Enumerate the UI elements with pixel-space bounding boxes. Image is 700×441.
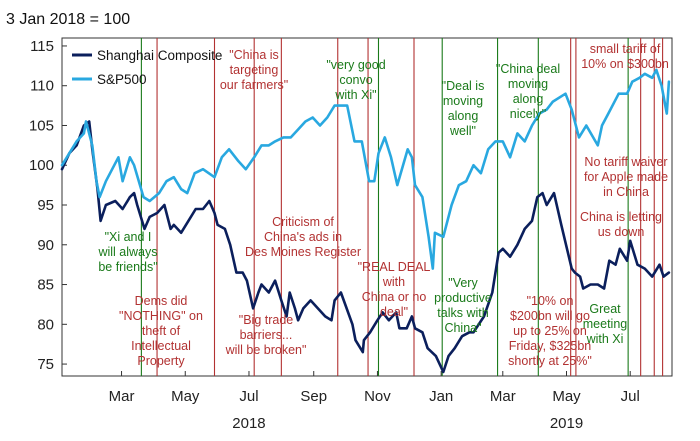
y-tick-label: 90: [37, 237, 54, 254]
sp500-line: [60, 68, 671, 270]
annotation-line: convo: [339, 73, 372, 87]
annotation-line: "China deal: [496, 62, 560, 76]
x-tick-label: Nov: [364, 388, 391, 405]
annotation-line: Dems did: [135, 294, 188, 308]
annotation-line: along: [513, 92, 544, 106]
y-tick-label: 110: [30, 78, 54, 95]
annotation-line: be friends": [98, 260, 157, 274]
annotation-line: us down: [598, 225, 645, 239]
annotation-line: our farmers": [220, 78, 288, 92]
y-tick-label: 100: [29, 157, 54, 174]
x-tick-label: May: [171, 388, 200, 405]
annotation-line: China's ads in: [264, 230, 342, 244]
annotation-line: No tariff waiver: [584, 155, 667, 169]
x-year-label: 2019: [550, 415, 583, 432]
annotation-line: will always: [97, 245, 157, 259]
annotation-line: meeting: [583, 317, 628, 331]
annotation-line: small tariff of: [590, 42, 661, 56]
annotation-line: "Xi and I: [105, 230, 152, 244]
chart-title: 3 Jan 2018 = 100: [6, 11, 130, 28]
legend-label: Shanghai Composite: [97, 48, 222, 63]
plot-frame: [61, 37, 673, 377]
annotation-line: along: [448, 109, 479, 123]
annotation-line: "very good: [326, 58, 385, 72]
y-tick-label: 105: [29, 117, 54, 134]
annotation-line: with: [382, 275, 405, 289]
annotation-line: talks with: [437, 306, 488, 320]
y-tick-label: 80: [37, 316, 54, 333]
annotation-line: nicely": [510, 107, 546, 121]
x-tick-label: Jul: [239, 388, 258, 405]
y-axis: 75 80 85 90 95 100 105 110 115: [29, 38, 67, 373]
annotation-line: with Xi: [586, 332, 624, 346]
annotation-line: "10% on: [527, 294, 574, 308]
x-year-label: 2018: [232, 415, 265, 432]
annotation-line: China is letting: [580, 210, 662, 224]
annotation-line: Property: [137, 354, 185, 368]
annotation-line: barriers...: [240, 328, 293, 342]
annotation-line: China or no: [362, 290, 427, 304]
annotation-line: "REAL DEAL: [358, 260, 431, 274]
y-tick-label: 95: [37, 197, 54, 214]
x-axis: Mar May Jul Sep Nov Jan Mar May Jul 2018 2019: [109, 371, 640, 432]
y-tick-label: 115: [30, 38, 54, 55]
annotation-line: shortly at 25%": [508, 354, 592, 368]
annotation-line: moving: [443, 94, 483, 108]
annotation-line: for Apple made: [584, 170, 668, 184]
annotation-line: deal": [380, 305, 408, 319]
y-tick-label: 85: [37, 277, 54, 294]
annotation-line: up to 25% on: [513, 324, 587, 338]
series-lines: [60, 68, 671, 374]
annotation-line: "Big trade: [239, 313, 294, 327]
annotation-line: "NOTHING" on: [119, 309, 203, 323]
annotation-line: Des Moines Register: [245, 245, 361, 259]
annotation-line: "Deal is: [442, 79, 485, 93]
x-tick-label: Jan: [429, 388, 453, 405]
annotation-line: "China is: [229, 48, 279, 62]
annotation-line: Great: [589, 302, 621, 316]
annotation-line: well": [449, 124, 476, 138]
shanghai-composite-line: [60, 120, 671, 374]
legend: Shanghai Composite S&P500: [72, 48, 222, 87]
annotation-line: targeting: [230, 63, 279, 77]
annotation-line: in China: [603, 185, 649, 199]
x-tick-label: Jul: [621, 388, 640, 405]
annotation-line: 10% on $300bn: [581, 57, 669, 71]
annotation-line: $200bn will go: [510, 309, 590, 323]
annotation-line: Friday, $325bn: [509, 339, 592, 353]
annotation-line: "Very: [448, 276, 478, 290]
annotation-line: with Xi": [334, 88, 376, 102]
x-tick-label: Mar: [490, 388, 516, 405]
annotation-line: theft of: [142, 324, 181, 338]
y-tick-label: 75: [37, 356, 54, 373]
legend-label: S&P500: [97, 72, 147, 87]
annotation-line: Intellectual: [131, 339, 191, 353]
annotation-line: productive: [434, 291, 492, 305]
annotation-line: China": [444, 321, 481, 335]
x-tick-label: May: [552, 388, 581, 405]
x-tick-label: Sep: [300, 388, 327, 405]
annotation-line: moving: [508, 77, 548, 91]
annotation-line: will be broken": [225, 343, 307, 357]
x-tick-label: Mar: [109, 388, 135, 405]
annotation-line: Criticism of: [272, 215, 334, 229]
